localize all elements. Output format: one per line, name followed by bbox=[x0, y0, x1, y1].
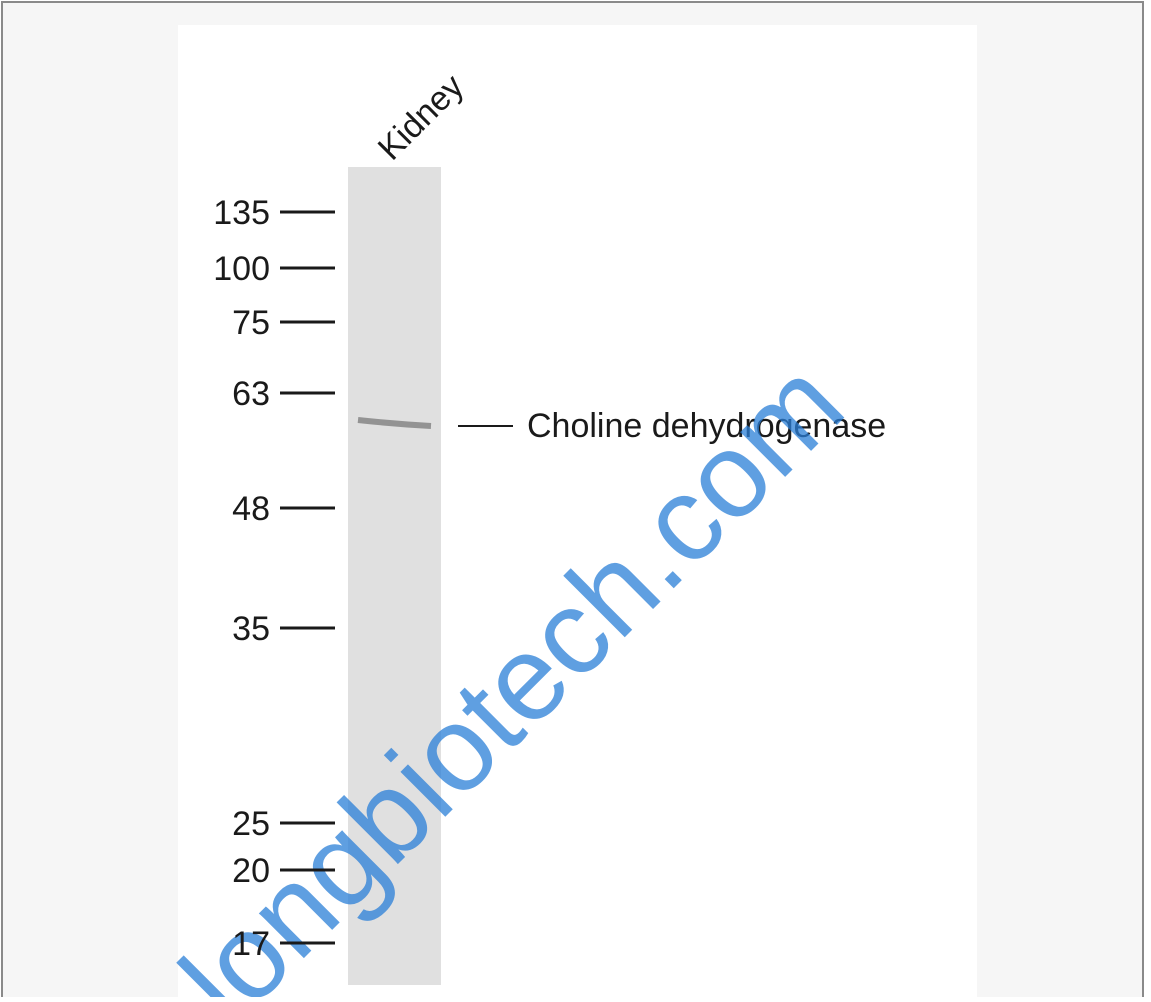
marker-label: 75 bbox=[232, 304, 270, 342]
marker-label: 35 bbox=[232, 610, 270, 648]
marker-label: 48 bbox=[232, 490, 270, 528]
figure: Kidney Choline dehydrogenase longbiotech… bbox=[0, 0, 1151, 997]
page: Kidney Choline dehydrogenase longbiotech… bbox=[0, 0, 1151, 997]
marker-label: 135 bbox=[213, 194, 270, 232]
marker-label: 17 bbox=[232, 925, 270, 963]
marker-label: 20 bbox=[232, 852, 270, 890]
marker-label: 63 bbox=[232, 375, 270, 413]
marker-label: 100 bbox=[213, 250, 270, 288]
marker-label: 25 bbox=[232, 805, 270, 843]
